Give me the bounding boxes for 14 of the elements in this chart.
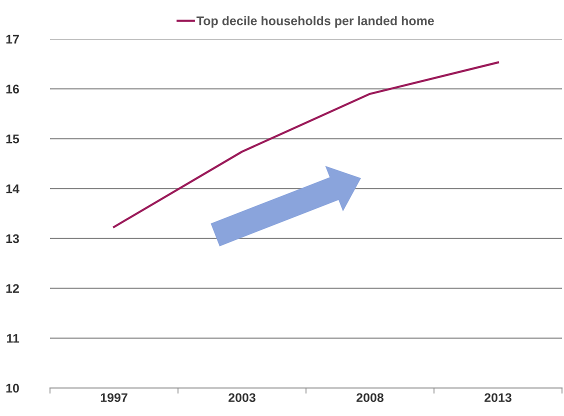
- y-tick-label: 16: [6, 84, 19, 94]
- y-tick-label: 12: [6, 284, 19, 293]
- line-series: [112, 61, 500, 228]
- y-tick-label: 17: [6, 34, 19, 44]
- legend-label: Top decile households per landed home: [196, 16, 434, 28]
- y-tick-label: 15: [6, 134, 20, 144]
- y-tick-label: 13: [6, 234, 19, 244]
- x-tick-label: 1997: [100, 393, 128, 402]
- x-tick-label: 2008: [356, 393, 384, 402]
- x-tick-label: 2003: [228, 393, 256, 402]
- y-tick-label: 14: [6, 184, 20, 194]
- y-tick-label: 11: [7, 334, 20, 343]
- x-tick-label: 2013: [484, 393, 512, 402]
- y-tick-label: 10: [6, 384, 19, 393]
